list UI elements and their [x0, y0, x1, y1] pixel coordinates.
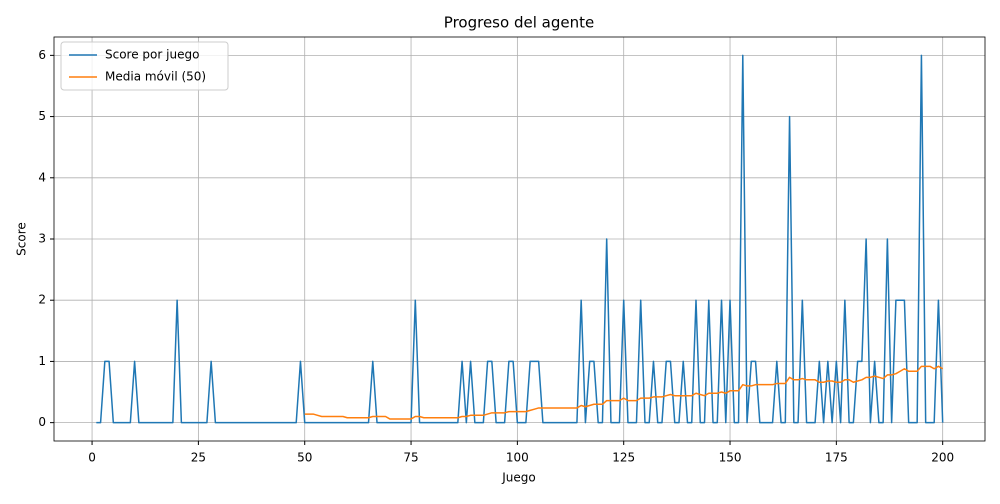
- y-tick-label: 0: [38, 415, 46, 429]
- series-line: [304, 365, 944, 420]
- x-axis-label: Juego: [501, 471, 536, 485]
- x-tick-label: 50: [297, 451, 312, 465]
- legend-label: Score por juego: [105, 48, 199, 62]
- x-tick-label: 100: [506, 451, 529, 465]
- plot-area: [96, 54, 944, 424]
- chart-title: Progreso del agente: [444, 14, 594, 32]
- x-tick-label: 125: [612, 451, 635, 465]
- series-line: [96, 54, 944, 424]
- y-tick-label: 4: [38, 170, 46, 184]
- x-tick-label: 150: [719, 451, 742, 465]
- y-tick-label: 5: [38, 109, 46, 123]
- y-tick-label: 1: [38, 354, 46, 368]
- axes-frame: [53, 36, 986, 442]
- legend-label: Media móvil (50): [105, 70, 206, 84]
- x-tick-label: 0: [88, 451, 96, 465]
- x-tick-label: 175: [825, 451, 848, 465]
- legend: Score por juego Media móvil (50): [60, 41, 229, 91]
- grid: 0 25 50 75 100 125 150 175 200 0 1 2 3 4 5 6: [38, 37, 985, 465]
- x-tick-label: 200: [931, 451, 954, 465]
- x-tick-label: 25: [191, 451, 206, 465]
- y-tick-label: 2: [38, 293, 46, 307]
- x-tick-label: 75: [403, 451, 418, 465]
- y-tick-label: 3: [38, 232, 46, 246]
- y-axis-label: Score: [15, 222, 29, 256]
- y-tick-label: 6: [38, 48, 46, 62]
- legend-box: [60, 41, 229, 91]
